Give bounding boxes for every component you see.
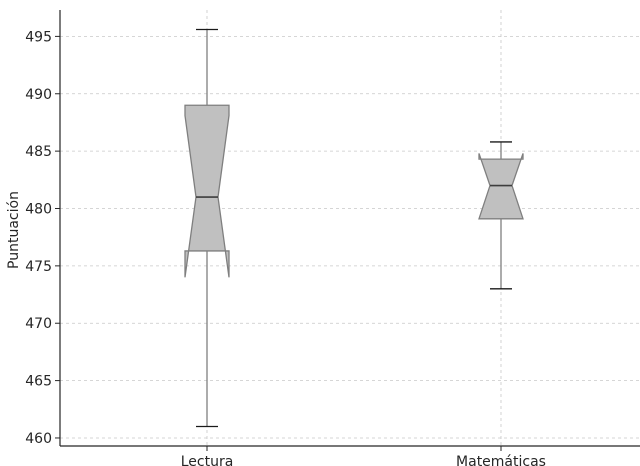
- notched-box: [184, 104, 230, 278]
- box-matemáticas: [478, 141, 524, 290]
- y-tick-label: 460: [25, 431, 52, 447]
- y-tick-label: 490: [25, 87, 52, 103]
- grid-lines: [60, 10, 640, 446]
- y-axis-title: Puntuación: [6, 191, 22, 269]
- y-tick-label: 485: [25, 144, 52, 160]
- x-tick-labels: Lectura Matemáticas: [181, 446, 546, 466]
- y-tick-label: 470: [25, 316, 52, 332]
- y-tick-label: 480: [25, 201, 52, 217]
- box-lectura: [184, 28, 230, 428]
- axes: [59, 10, 640, 447]
- y-tick-label: 475: [25, 259, 52, 275]
- x-tick-label: Lectura: [181, 454, 234, 466]
- x-tick-label: Matemáticas: [456, 454, 546, 466]
- box-series: [184, 28, 524, 428]
- y-tick-label: 495: [25, 29, 52, 45]
- y-tick-label: 465: [25, 374, 52, 390]
- y-tick-labels: 460 465 470 475 480 485 490 495: [25, 29, 60, 447]
